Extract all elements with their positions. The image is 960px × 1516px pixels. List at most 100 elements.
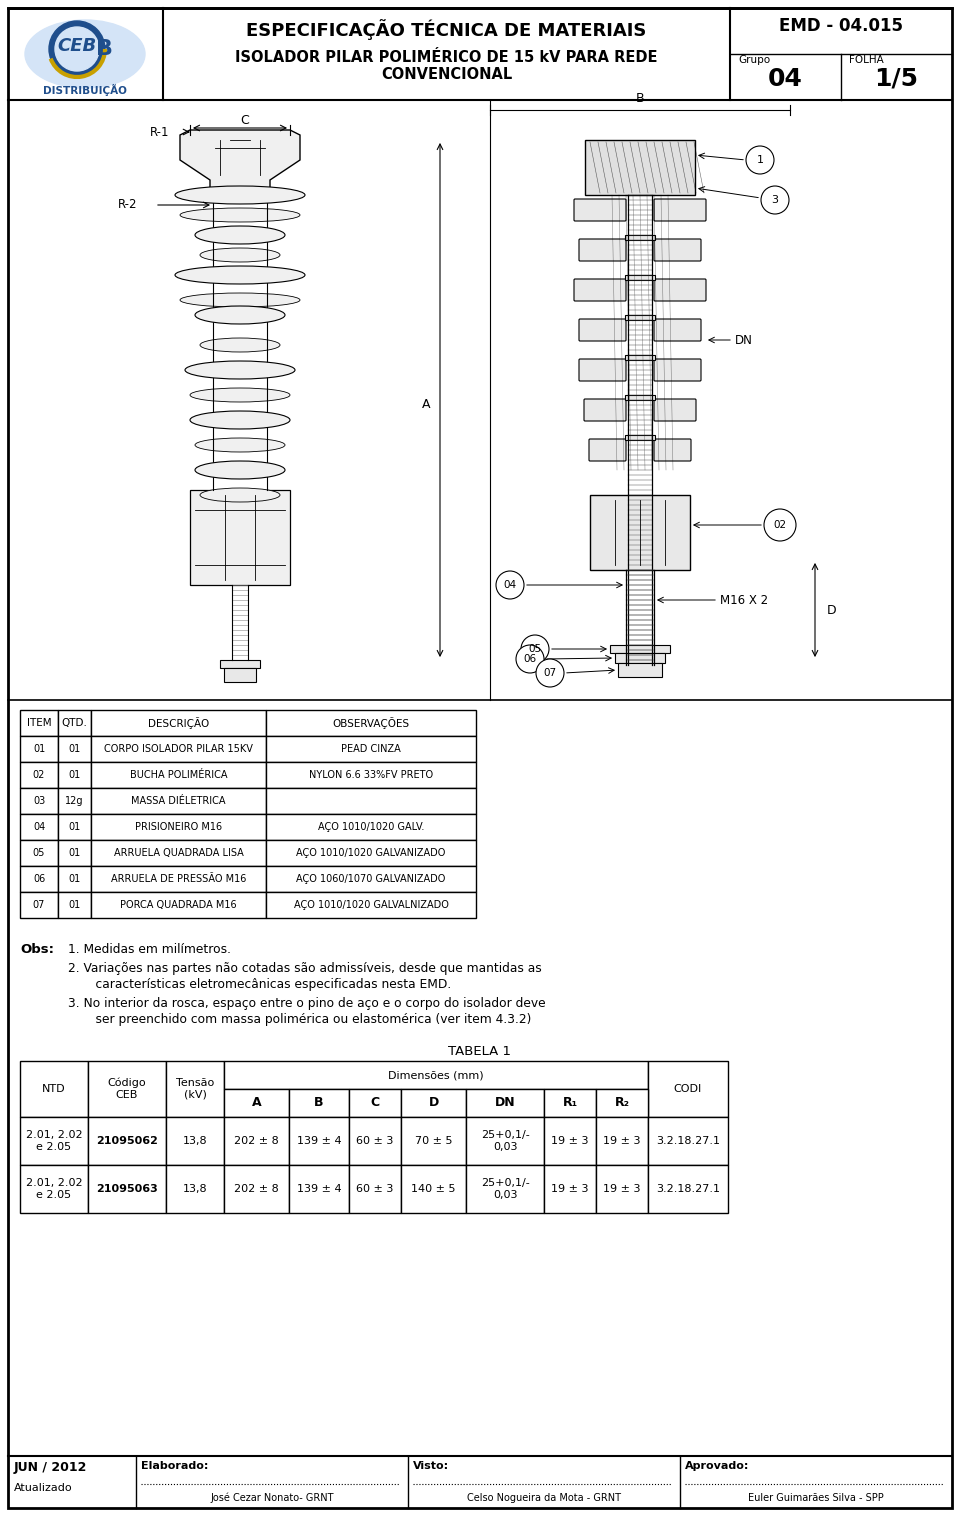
Bar (625, 315, 655, 320)
Text: Euler Guimarães Silva - SPP: Euler Guimarães Silva - SPP (748, 1493, 884, 1502)
Bar (20, 866, 58, 891)
Bar (544, 1088, 596, 1117)
Ellipse shape (195, 226, 285, 244)
Bar (91, 891, 266, 919)
Circle shape (746, 146, 774, 174)
Bar (590, 496, 690, 570)
Text: BUCHA POLIMÉRICA: BUCHA POLIMÉRICA (130, 770, 228, 781)
Text: ISOLADOR PILAR POLIMÉRICO DE 15 kV PARA REDE
CONVENCIONAL: ISOLADOR PILAR POLIMÉRICO DE 15 kV PARA … (235, 50, 658, 82)
Text: 19 ± 3: 19 ± 3 (551, 1184, 588, 1195)
Ellipse shape (180, 208, 300, 221)
Ellipse shape (200, 338, 280, 352)
Bar (20, 840, 58, 866)
Bar (58, 763, 91, 788)
Bar (20, 1117, 88, 1164)
Text: 04: 04 (33, 822, 45, 832)
Bar (648, 1117, 728, 1164)
Text: 1. Medidas em milímetros.: 1. Medidas em milímetros. (68, 943, 231, 957)
Bar (190, 490, 290, 585)
Text: 2.01, 2.02
e 2.05: 2.01, 2.02 e 2.05 (26, 1178, 83, 1199)
Text: 02: 02 (33, 770, 45, 781)
Bar (166, 1117, 224, 1164)
Bar (618, 662, 662, 678)
Bar (625, 355, 655, 359)
Text: 19 ± 3: 19 ± 3 (551, 1135, 588, 1146)
Text: 3: 3 (772, 196, 779, 205)
Text: 13,8: 13,8 (182, 1184, 207, 1195)
Text: José Cezar Nonato- GRNT: José Cezar Nonato- GRNT (210, 1493, 334, 1504)
Bar (224, 1117, 289, 1164)
Ellipse shape (195, 461, 285, 479)
Text: 01: 01 (68, 875, 81, 884)
Text: 1/5: 1/5 (875, 67, 919, 91)
FancyBboxPatch shape (654, 399, 696, 421)
Text: DESCRIÇÃO: DESCRIÇÃO (148, 717, 209, 729)
Text: AÇO 1010/1020 GALV.: AÇO 1010/1020 GALV. (318, 822, 424, 832)
Text: PEAD CINZA: PEAD CINZA (341, 744, 401, 753)
Bar (401, 1088, 466, 1117)
Text: QTD.: QTD. (61, 719, 87, 728)
Text: 3.2.18.27.1: 3.2.18.27.1 (656, 1184, 720, 1195)
Bar (266, 866, 476, 891)
Text: B: B (314, 1096, 324, 1110)
Bar (20, 1164, 88, 1213)
Text: Dimensões (mm): Dimensões (mm) (388, 1070, 484, 1079)
Text: 05: 05 (528, 644, 541, 653)
Text: AÇO 1010/1020 GALVANIZADO: AÇO 1010/1020 GALVANIZADO (297, 847, 445, 858)
Text: 140 ± 5: 140 ± 5 (411, 1184, 456, 1195)
Circle shape (536, 659, 564, 687)
Text: 07: 07 (33, 901, 45, 910)
Text: 2. Variações nas partes não cotadas são admissíveis, desde que mantidas as: 2. Variações nas partes não cotadas são … (68, 963, 541, 975)
Text: 19 ± 3: 19 ± 3 (603, 1184, 640, 1195)
Bar (58, 866, 91, 891)
Bar (596, 1117, 648, 1164)
Ellipse shape (175, 265, 305, 283)
Bar (266, 840, 476, 866)
Text: Celso Nogueira da Mota - GRNT: Celso Nogueira da Mota - GRNT (467, 1493, 621, 1502)
Text: DN: DN (735, 334, 753, 347)
Bar (610, 644, 670, 653)
Bar (58, 840, 91, 866)
Bar (58, 735, 91, 763)
Bar (625, 396, 655, 400)
Bar (58, 814, 91, 840)
Bar (266, 735, 476, 763)
Text: D: D (827, 603, 836, 617)
Bar (625, 235, 655, 240)
Bar (166, 1061, 224, 1117)
Ellipse shape (195, 438, 285, 452)
Text: C: C (371, 1096, 379, 1110)
Text: ESPECIFICAÇÃO TÉCNICA DE MATERIAIS: ESPECIFICAÇÃO TÉCNICA DE MATERIAIS (247, 20, 647, 41)
Bar (349, 1117, 401, 1164)
Bar (91, 709, 266, 735)
Text: TABELA 1: TABELA 1 (448, 1045, 512, 1058)
Text: 01: 01 (33, 744, 45, 753)
Bar (224, 1061, 648, 1088)
Text: 01: 01 (68, 822, 81, 832)
Bar (289, 1117, 349, 1164)
Text: MASSA DIÉLETRICA: MASSA DIÉLETRICA (132, 796, 226, 807)
Text: 3. No interior da rosca, espaço entre o pino de aço e o corpo do isolador deve: 3. No interior da rosca, espaço entre o … (68, 998, 545, 1010)
FancyBboxPatch shape (654, 240, 701, 261)
Text: 03: 03 (33, 796, 45, 807)
Text: CODI: CODI (674, 1084, 702, 1095)
Bar (20, 709, 58, 735)
Text: ARRUELA DE PRESSÃO M16: ARRUELA DE PRESSÃO M16 (110, 875, 246, 884)
Text: 202 ± 8: 202 ± 8 (234, 1184, 278, 1195)
Text: Elaborado:: Elaborado: (141, 1461, 208, 1471)
Text: 01: 01 (68, 847, 81, 858)
Bar (91, 840, 266, 866)
Text: 01: 01 (68, 744, 81, 753)
Text: Obs:: Obs: (20, 943, 54, 957)
Bar (615, 653, 665, 662)
Text: C: C (241, 114, 250, 126)
Text: R-2: R-2 (118, 199, 137, 212)
Bar (20, 891, 58, 919)
Text: 21095063: 21095063 (96, 1184, 157, 1195)
Bar (91, 735, 266, 763)
Bar (58, 788, 91, 814)
Bar (466, 1088, 544, 1117)
Text: 25+0,1/-
0,03: 25+0,1/- 0,03 (481, 1178, 529, 1199)
Text: DN: DN (494, 1096, 516, 1110)
Text: 139 ± 4: 139 ± 4 (297, 1135, 342, 1146)
